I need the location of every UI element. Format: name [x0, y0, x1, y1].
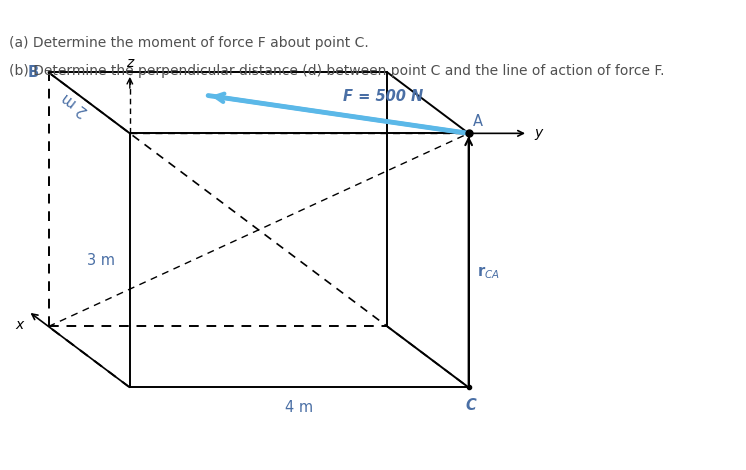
Text: x: x	[16, 318, 24, 332]
Text: F = 500 N: F = 500 N	[342, 89, 423, 104]
Text: B: B	[27, 65, 38, 80]
Text: 2 m: 2 m	[59, 90, 90, 119]
Text: A: A	[473, 114, 483, 129]
Text: (a) Determine the moment of force F about point C.: (a) Determine the moment of force F abou…	[10, 36, 369, 50]
Text: 3 m: 3 m	[87, 253, 115, 268]
Text: y: y	[535, 126, 543, 141]
Text: (b) Determine the perpendicular distance (d) between point C and the line of act: (b) Determine the perpendicular distance…	[10, 64, 665, 78]
Text: z: z	[126, 56, 134, 70]
Text: 4 m: 4 m	[285, 400, 313, 415]
Text: C: C	[465, 398, 476, 413]
Text: $\mathbf{r}_{CA}$: $\mathbf{r}_{CA}$	[477, 265, 500, 282]
